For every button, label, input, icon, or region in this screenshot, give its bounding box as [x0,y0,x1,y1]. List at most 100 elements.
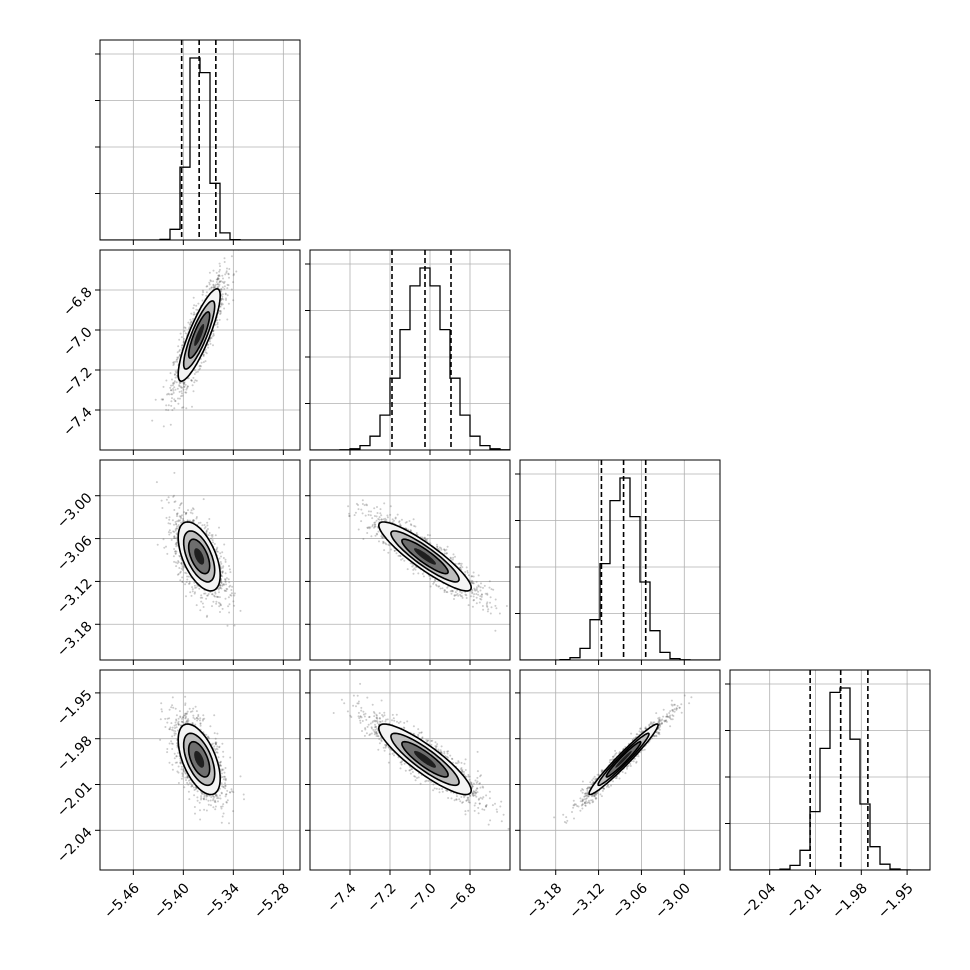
sample-point [170,384,173,387]
sample-point [477,593,480,596]
sample-point [461,566,464,569]
sample-point [225,583,227,586]
sample-point [489,612,492,615]
sample-point [171,704,174,707]
sample-point [477,590,480,593]
sample-point [183,330,186,332]
sample-point [182,406,185,409]
sample-point [397,554,400,557]
sample-point [389,513,392,516]
sample-point [239,609,242,612]
sample-point [214,741,217,744]
sample-point [193,304,196,307]
sample-point [180,562,183,565]
sample-point [382,542,385,545]
sample-point [449,556,452,559]
sample-point [183,385,186,388]
sample-point [220,567,223,570]
sample-point [186,385,189,388]
sample-point [199,722,202,725]
sample-point [409,562,412,565]
sample-point [207,534,210,537]
sample-point [224,558,227,561]
sample-point [175,723,178,726]
sample-point [479,589,482,592]
sample-point [181,568,184,571]
sample-point [222,812,225,815]
sample-point [218,283,221,286]
sample-point [217,283,219,286]
sample-point [228,603,231,606]
sample-point [389,505,392,508]
sample-point [195,710,198,713]
sample-point [473,587,476,590]
sample-point [223,282,225,285]
sample-point [366,526,369,529]
sample-point [400,558,403,561]
sample-point [172,530,175,533]
sample-point [196,370,199,373]
sample-point [178,355,181,358]
sample-point [219,280,221,283]
sample-point [387,551,390,554]
sample-point [367,513,370,516]
sample-point [475,602,478,605]
sample-point [380,535,383,538]
sample-point [226,318,229,321]
sample-point [174,550,177,553]
sample-point [190,509,193,512]
sample-point [185,712,188,715]
sample-point [195,371,198,374]
sample-point [469,590,472,593]
sample-point [360,508,363,511]
sample-point [484,592,487,595]
sample-point [486,593,489,596]
sample-point [161,710,163,713]
sample-point [391,518,394,521]
sample-point [229,584,232,587]
sample-point [426,534,429,536]
sample-point [194,812,196,815]
sample-point [177,397,179,400]
sample-point [169,531,172,534]
sample-point [413,567,416,570]
sample-point [184,712,187,715]
sample-point [167,522,170,525]
sample-point [212,795,215,798]
sample-point [168,529,171,532]
sample-point [167,531,170,534]
sample-point [174,400,177,403]
sample-point [171,384,174,387]
sample-point [170,722,173,725]
sample-point [206,736,209,739]
sample-point [214,592,217,595]
sample-point [483,584,486,587]
sample-point [423,537,426,540]
sample-point [197,718,200,720]
sample-point [174,761,177,764]
sample-point [187,509,189,512]
sample-point [190,312,193,315]
sample-point [177,345,180,348]
sample-point [467,574,470,577]
sample-point [230,255,233,258]
sample-point [176,512,178,515]
sample-point [217,277,220,280]
sample-point [218,591,220,594]
histogram-step [100,57,300,240]
sample-point [187,719,190,722]
sample-point [179,516,182,519]
sample-point [194,723,197,726]
sample-point [165,404,168,407]
sample-point [460,564,463,567]
sample-point [219,265,221,268]
sample-point [445,591,448,593]
y-tick-label: −3.18 [54,619,96,661]
sample-point [199,364,202,367]
sample-point [165,379,168,382]
sample-point [380,518,383,521]
sample-point [222,298,225,301]
sample-point [445,552,448,555]
histogram-panel-1 [305,249,511,455]
sample-point [175,565,178,568]
